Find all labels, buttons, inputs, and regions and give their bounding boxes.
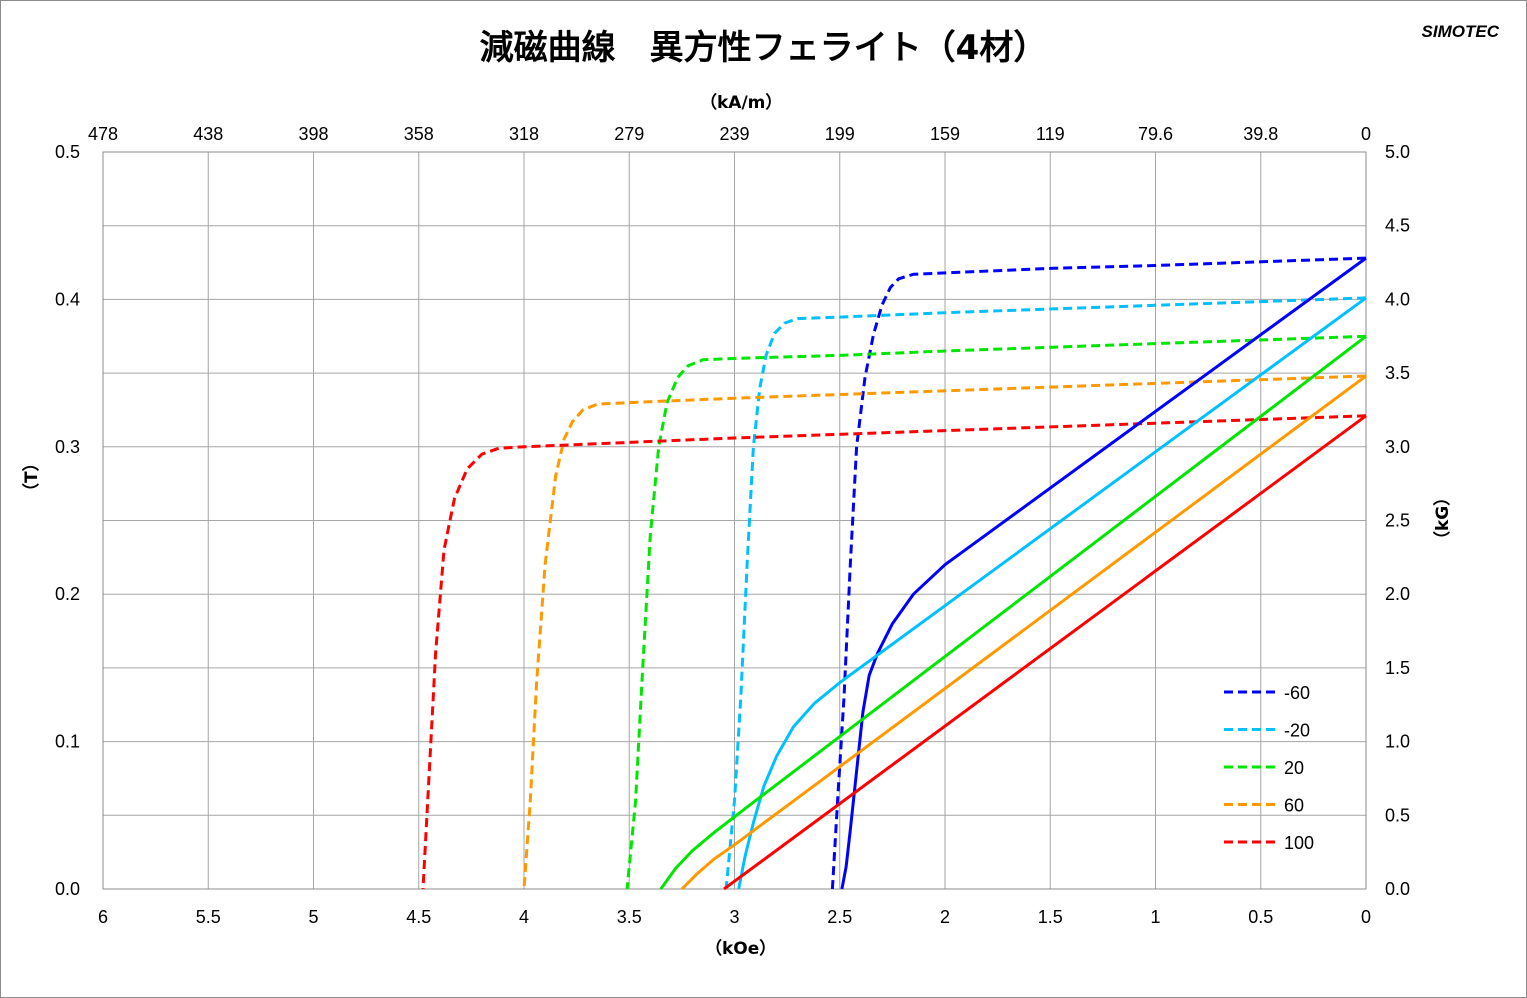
- legend-label: 100: [1284, 833, 1314, 853]
- x-top-axis-label: （kA/m）: [700, 93, 783, 113]
- x-bottom-tick-label: 6: [98, 907, 108, 927]
- series-line-solid-20: [659, 335, 1367, 890]
- y-left-tick-label: 0.5: [55, 142, 80, 162]
- x-top-tick-label: 0: [1361, 124, 1371, 144]
- x-top-tick-label: 438: [193, 124, 223, 144]
- x-bottom-tick-label: 5.5: [196, 907, 221, 927]
- legend-label: -60: [1284, 683, 1310, 703]
- series-line-dashed--20: [724, 296, 1367, 890]
- y-right-tick-label: 1.5: [1385, 658, 1410, 678]
- x-bottom-tick-label: 5: [308, 907, 318, 927]
- y-right-tick-label: 2.0: [1385, 584, 1410, 604]
- y-right-tick-label: 4.5: [1385, 216, 1410, 236]
- y-right-tick-label: 1.0: [1385, 732, 1410, 752]
- legend-label: 20: [1284, 758, 1304, 778]
- x-bottom-tick-label: 1: [1150, 907, 1160, 927]
- x-top-tick-label: 398: [298, 124, 328, 144]
- series-line-solid--20: [737, 296, 1367, 890]
- y-left-tick-label: 0.1: [55, 732, 80, 752]
- series-line-dashed-20: [625, 334, 1367, 890]
- legend-label: -20: [1284, 721, 1310, 741]
- x-top-tick-label: 119: [1036, 124, 1065, 144]
- y-right-tick-label: 2.5: [1385, 511, 1410, 531]
- y-right-tick-label: 3.0: [1385, 437, 1410, 457]
- series-line-solid-100: [723, 414, 1367, 891]
- x-top-tick-label: 39.8: [1243, 124, 1278, 144]
- y-right-tick-label: 0.5: [1385, 805, 1410, 825]
- x-bottom-axis-label: （kOe）: [705, 939, 777, 959]
- y-left-tick-label: 0.2: [55, 584, 80, 604]
- y-left-tick-label: 0.3: [55, 437, 80, 457]
- x-top-tick-label: 318: [509, 124, 539, 144]
- x-top-tick-label: 79.6: [1138, 124, 1173, 144]
- y-right-tick-label: 0.0: [1385, 879, 1410, 899]
- legend-label: 60: [1284, 796, 1304, 816]
- series-line-solid--60: [840, 256, 1367, 890]
- x-bottom-tick-label: 1.5: [1038, 907, 1063, 927]
- x-top-tick-label: 279: [614, 124, 644, 144]
- x-top-tick-label: 478: [88, 124, 118, 144]
- x-bottom-tick-label: 0: [1361, 907, 1371, 927]
- series-line-dashed-60: [522, 374, 1367, 890]
- y-right-tick-label: 4.0: [1385, 289, 1410, 309]
- x-bottom-tick-label: 2: [940, 907, 950, 927]
- y-right-tick-label: 3.5: [1385, 363, 1410, 383]
- y-left-tick-label: 0.4: [55, 289, 80, 309]
- y-left-tick-label: 0.0: [55, 879, 80, 899]
- series-line-dashed--60: [830, 256, 1367, 890]
- x-bottom-tick-label: 3.5: [617, 907, 642, 927]
- x-bottom-tick-label: 2.5: [827, 907, 852, 927]
- x-bottom-tick-label: 4: [519, 907, 529, 927]
- chart-title: 減磁曲線 異方性フェライト（4材）: [479, 28, 1048, 68]
- x-top-tick-label: 199: [825, 124, 855, 144]
- brand-label: SIMOTEC: [1421, 22, 1499, 41]
- x-bottom-tick-label: 0.5: [1248, 907, 1273, 927]
- x-bottom-tick-label: 3: [729, 907, 739, 927]
- x-top-tick-label: 358: [404, 124, 434, 144]
- x-top-tick-label: 159: [930, 124, 960, 144]
- series-line-dashed-100: [421, 414, 1367, 890]
- x-top-tick-label: 239: [719, 124, 749, 144]
- series-line-solid-60: [680, 374, 1367, 891]
- x-bottom-tick-label: 4.5: [406, 907, 431, 927]
- plot-border: [102, 151, 1367, 890]
- y-right-tick-label: 5.0: [1385, 142, 1410, 162]
